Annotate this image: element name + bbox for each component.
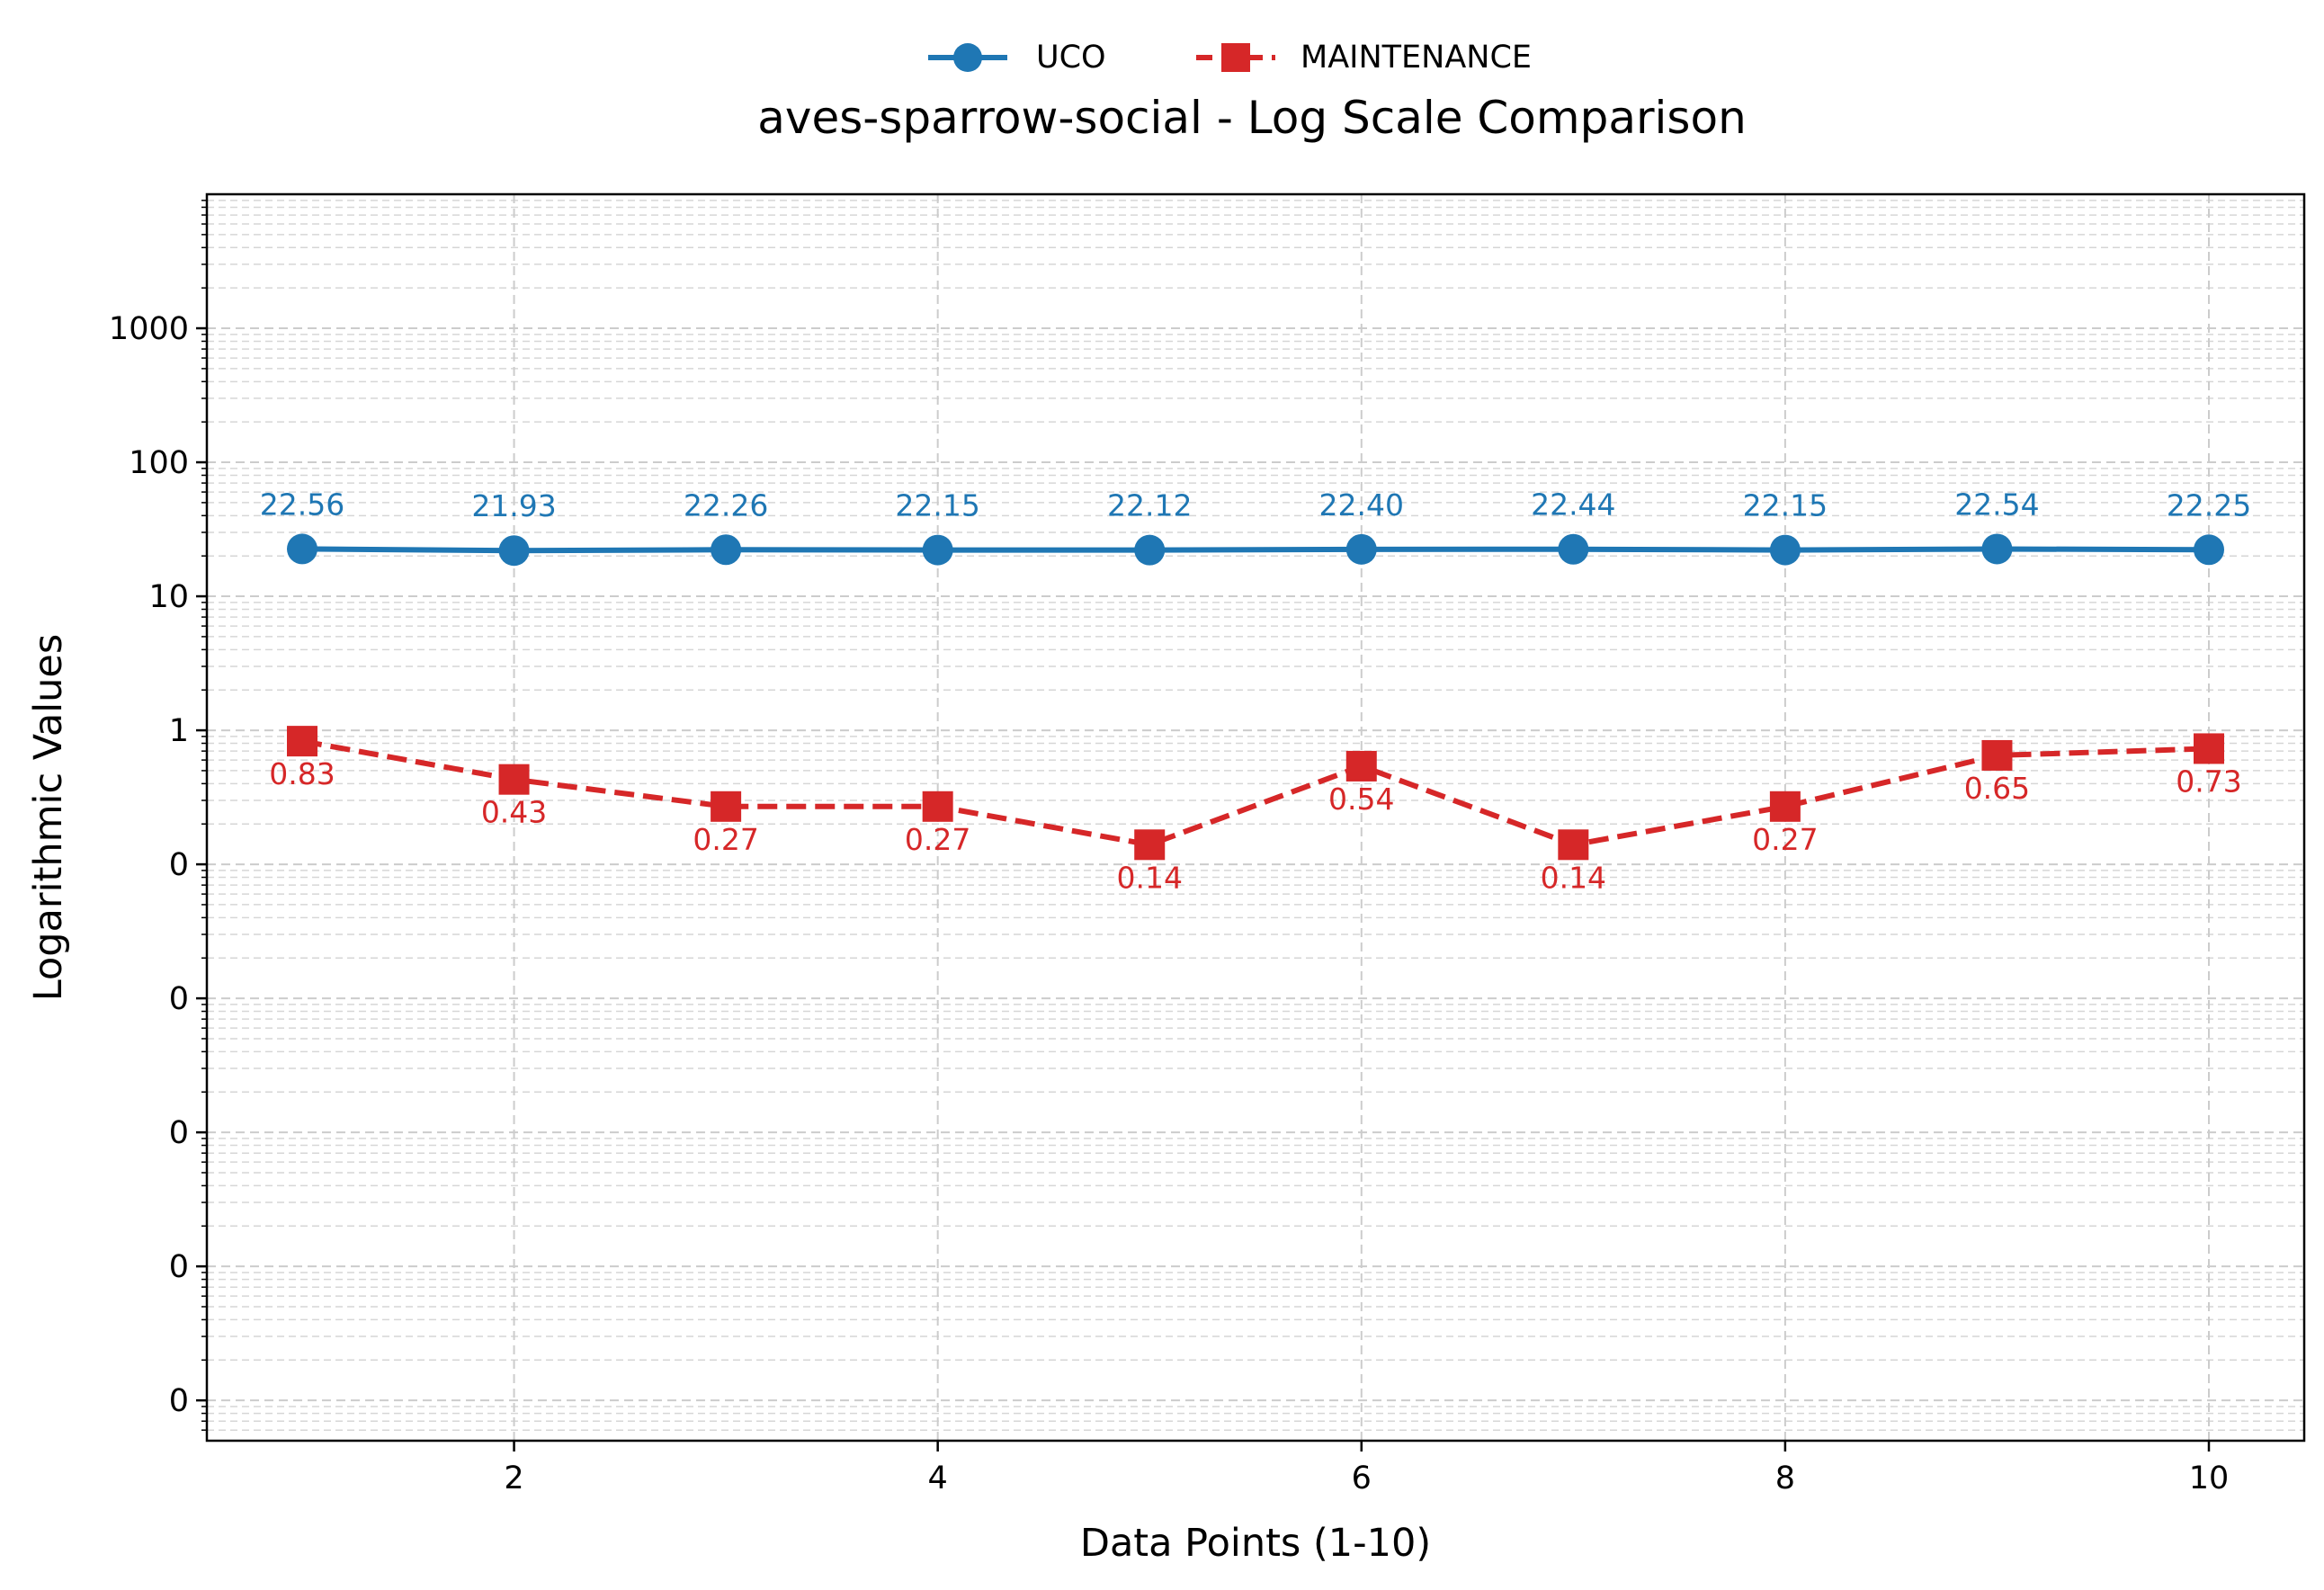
y-tick-label: 0 — [169, 1115, 189, 1151]
legend-item-maintenance: MAINTENANCE — [1196, 40, 1532, 76]
x-tick-label: 8 — [1775, 1460, 1795, 1496]
data-label-maintenance: 0.73 — [2176, 764, 2241, 799]
y-tick-label: 100 — [129, 445, 189, 481]
legend-marker-maintenance — [1221, 43, 1250, 72]
data-label-maintenance: 0.14 — [1541, 860, 1606, 895]
data-labels: 22.56 21.93 22.26 22.15 22.12 22.40 22.44 22.15… — [260, 487, 2251, 895]
data-point-uco — [287, 533, 317, 565]
y-tick-label: 1000 — [109, 311, 189, 347]
y-tick-label: 0 — [169, 847, 189, 883]
data-label-uco: 22.54 — [1954, 487, 2039, 522]
data-point-uco — [1769, 534, 1801, 566]
plot-area: 22.56 21.93 22.26 22.15 22.12 22.40 22.44 22.15… — [205, 192, 2306, 1443]
data-label-uco: 22.15 — [895, 488, 979, 523]
data-label-uco: 22.56 — [260, 487, 344, 522]
y-tick-label: 0 — [169, 1383, 189, 1419]
data-label-uco: 22.15 — [1743, 488, 1828, 523]
legend-item-uco: UCO — [928, 40, 1106, 76]
data-label-maintenance: 0.43 — [481, 795, 547, 830]
x-axis-label: Data Points (1-10) — [1080, 1521, 1431, 1566]
x-tick-label: 10 — [2189, 1460, 2230, 1496]
data-point-uco — [2194, 534, 2224, 566]
y-tick-label: 0 — [169, 981, 189, 1017]
data-point-maintenance — [498, 764, 530, 795]
chart-title: aves-sparrow-social - Log Scale Comparis… — [757, 92, 1747, 144]
x-axis: 2 4 6 8 10 — [504, 1441, 2229, 1496]
data-point-uco — [1345, 533, 1377, 565]
series-layer — [287, 533, 2224, 861]
data-point-maintenance — [1558, 829, 1589, 861]
data-label-maintenance: 0.83 — [269, 756, 335, 791]
data-label-uco: 22.44 — [1531, 487, 1615, 523]
data-point-maintenance — [2194, 733, 2224, 764]
series-line-uco — [301, 546, 2210, 554]
legend-marker-uco — [953, 43, 982, 72]
legend-label-uco: UCO — [1036, 40, 1106, 76]
grid-minor — [207, 200, 2304, 1431]
data-point-uco — [1134, 534, 1166, 566]
data-point-uco — [1981, 533, 2013, 565]
data-point-uco — [1558, 533, 1589, 565]
data-point-uco — [922, 534, 953, 566]
data-label-maintenance: 0.27 — [693, 822, 758, 857]
x-tick-label: 6 — [1352, 1460, 1372, 1496]
data-label-uco: 22.12 — [1107, 488, 1192, 523]
series-line-maintenance — [301, 738, 2210, 848]
data-point-maintenance — [287, 726, 317, 757]
data-label-uco: 22.25 — [2167, 487, 2251, 523]
data-label-maintenance: 0.65 — [1964, 771, 2030, 806]
x-tick-label: 2 — [504, 1460, 523, 1496]
data-label-uco: 21.93 — [471, 488, 556, 523]
x-tick-label: 4 — [928, 1460, 948, 1496]
data-label-maintenance: 0.27 — [1752, 822, 1818, 857]
y-axis-label: Logarithmic Values — [26, 634, 71, 1002]
y-tick-label: 1 — [169, 713, 189, 749]
data-label-uco: 22.40 — [1319, 487, 1404, 523]
data-label-maintenance: 0.27 — [905, 822, 970, 857]
data-point-uco — [711, 534, 742, 566]
legend-label-maintenance: MAINTENANCE — [1301, 40, 1532, 76]
data-point-maintenance — [1345, 750, 1377, 782]
data-point-maintenance — [1981, 739, 2013, 771]
data-label-uco: 22.26 — [684, 487, 768, 523]
data-label-maintenance: 0.14 — [1116, 860, 1182, 895]
plot-frame — [205, 192, 2306, 1443]
data-point-maintenance — [922, 791, 953, 822]
y-tick-label: 10 — [148, 579, 189, 615]
data-point-maintenance — [1134, 829, 1166, 861]
data-point-maintenance — [711, 791, 742, 822]
data-point-uco — [498, 535, 530, 567]
y-tick-label: 0 — [169, 1249, 189, 1285]
legend: UCO MAINTENANCE — [928, 40, 1532, 76]
data-label-maintenance: 0.54 — [1328, 782, 1394, 817]
data-point-maintenance — [1769, 791, 1801, 822]
